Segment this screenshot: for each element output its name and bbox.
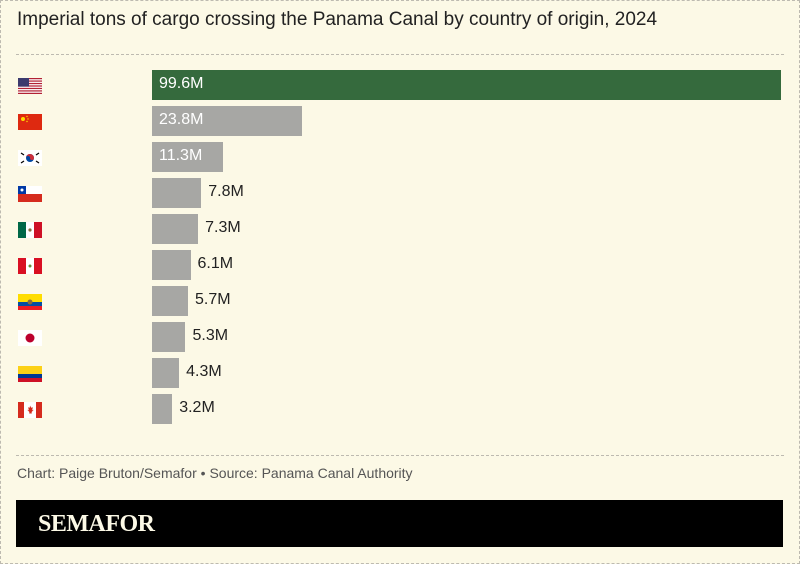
ecuador-flag-icon [18, 294, 42, 310]
bar-row: 5.7M [0, 286, 800, 316]
bar [152, 358, 180, 388]
bar-row: 5.3M [0, 322, 800, 352]
bar-row: 7.8M [0, 178, 800, 208]
bar-row: 11.3M [0, 142, 800, 172]
peru-flag-icon [18, 258, 42, 274]
japan-flag-icon [18, 330, 42, 346]
south-korea-flag-icon [18, 150, 42, 166]
bar [152, 250, 191, 280]
bar [152, 286, 188, 316]
colombia-flag-icon [18, 366, 42, 382]
source-credit: Chart: Paige Bruton/Semafor • Source: Pa… [17, 465, 413, 481]
bar-row: 23.8M [0, 106, 800, 136]
brand-banner: SEMAFOR [16, 500, 783, 547]
mexico-flag-icon [18, 222, 42, 238]
data-label: 11.3M [159, 147, 203, 164]
chile-flag-icon [18, 186, 42, 202]
divider [16, 455, 784, 456]
bar-row: 6.1M [0, 250, 800, 280]
data-label: 5.3M [192, 327, 229, 344]
bar-row: 4.3M [0, 358, 800, 388]
chart-title: Imperial tons of cargo crossing the Pana… [17, 9, 658, 30]
bar [152, 142, 224, 172]
bar [152, 322, 186, 352]
us-flag-icon [18, 78, 42, 94]
china-flag-icon [18, 114, 42, 130]
data-label: 99.6M [159, 75, 204, 92]
bar [152, 70, 781, 100]
data-label: 7.3M [205, 219, 241, 236]
canada-flag-icon [18, 402, 42, 418]
bar-row: 99.6M [0, 70, 800, 100]
data-label: 3.2M [179, 399, 215, 416]
data-label: 7.8M [208, 183, 244, 200]
bar-row: 7.3M [0, 214, 800, 244]
data-label: 5.7M [194, 291, 231, 308]
data-label: 6.1M [197, 255, 234, 272]
bar-row: 3.2M [0, 394, 800, 424]
bar [152, 106, 303, 136]
bar [152, 178, 202, 208]
semafor-logo: SEMAFOR [38, 511, 155, 537]
data-label: 4.3M [186, 363, 222, 380]
bar [152, 394, 173, 424]
divider [16, 54, 784, 55]
data-label: 23.8M [159, 111, 204, 128]
bar [152, 214, 199, 244]
